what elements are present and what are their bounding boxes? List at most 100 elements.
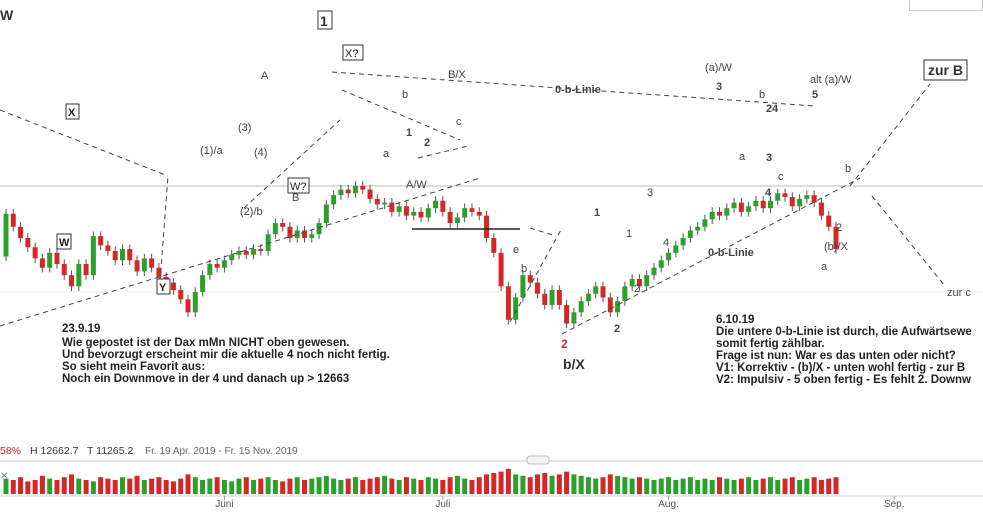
candle-body (149, 258, 155, 268)
volume-bar (272, 480, 278, 494)
volume-bar (10, 480, 16, 494)
candle-body (105, 245, 111, 251)
candle-body (119, 249, 125, 261)
candle-body (462, 208, 468, 218)
zero-b-line-mid (561, 177, 861, 335)
candle-body (134, 260, 140, 272)
candle-body (287, 226, 293, 238)
candle-body (520, 275, 526, 298)
candle-body (753, 200, 759, 207)
projection-zur-b (849, 83, 931, 187)
high-value: H 12662.7 (30, 445, 79, 457)
x-tick-label: Juni (215, 499, 233, 510)
box-zur-b (923, 59, 968, 81)
volume-bar (578, 475, 584, 494)
label-b-small: b (402, 89, 408, 101)
label-a-r: a (739, 151, 746, 163)
label-2-r: 2 (766, 103, 772, 115)
volume-bar (534, 474, 540, 494)
volume-bar (680, 478, 686, 494)
candle-body (673, 245, 679, 253)
volume-bar (724, 478, 730, 494)
label-2-bottom: 2 (614, 323, 620, 335)
volume-bar (236, 478, 242, 494)
note-right-line-4: Frage ist nun: War es das unten oder nic… (716, 350, 956, 362)
candle-body (622, 286, 628, 302)
volume-bar (141, 480, 147, 494)
projection-zur-c (871, 195, 946, 287)
candle-body (32, 247, 38, 259)
label-4-small: 4 (765, 187, 772, 199)
label-x: X (68, 107, 76, 119)
candle-body (309, 234, 315, 238)
candle-body (651, 267, 657, 276)
volume-bar (178, 478, 184, 494)
volume-bar (309, 478, 315, 494)
label-2-low: 2 (634, 283, 640, 295)
candle-body (352, 185, 358, 194)
candle-body (200, 275, 206, 292)
label-c-r: c (778, 171, 784, 183)
volume-bar (622, 477, 628, 494)
candle-body (272, 223, 278, 235)
candle-body (338, 189, 344, 196)
volume-bar (462, 478, 468, 494)
volume-bar (149, 478, 155, 494)
candle-body (440, 200, 446, 212)
candle-body (389, 202, 395, 212)
note-right-line-2: Die untere 0-b-Linie ist durch, die Aufw… (716, 326, 972, 338)
volume-bar (352, 477, 358, 494)
candle-body (629, 278, 635, 287)
label-4-mid: 4 (663, 237, 669, 249)
volume-bar (403, 477, 409, 494)
candle-body (709, 211, 715, 220)
volume-bar (753, 480, 759, 494)
volume-bar (200, 480, 206, 494)
candle-body (804, 195, 810, 199)
candle-body (447, 211, 453, 224)
note-right-line-3: somit fertig zählbar. (716, 338, 825, 350)
label-3-r: 3 (766, 152, 772, 164)
label-5: 5 (812, 89, 818, 101)
volume-bar (39, 475, 45, 494)
label-4-r: 4 (772, 103, 779, 115)
candle-body (418, 211, 424, 218)
volume-bar (345, 478, 351, 494)
toolbar-tab[interactable] (909, 0, 983, 11)
label-1-mid: 1 (594, 207, 600, 219)
candle-body (39, 258, 45, 268)
volume-bar (294, 477, 300, 494)
volume-bar (658, 478, 664, 494)
volume-bar (833, 477, 839, 494)
close-panel-icon[interactable]: ✕ (0, 471, 8, 482)
volume-bar (527, 477, 533, 494)
candle-body (666, 252, 672, 261)
candle-body (702, 219, 708, 227)
candle-body (170, 282, 176, 291)
candle-body (498, 252, 504, 287)
channel-line (341, 89, 461, 141)
box-y (156, 278, 171, 295)
volume-bar (316, 477, 322, 494)
volume-bar (695, 480, 701, 494)
panel-resize-handle[interactable] (526, 455, 550, 465)
candle-body (527, 275, 533, 283)
volume-bar (192, 477, 198, 494)
label-2-small: 2 (424, 137, 430, 149)
volume-bar (738, 478, 744, 494)
volume-bar (498, 471, 504, 494)
candle-body (484, 215, 490, 238)
volume-bar (258, 478, 264, 494)
candle-body (178, 290, 184, 300)
label-b-right: b (845, 163, 851, 175)
candle-body (251, 249, 257, 255)
trendline-y (159, 175, 169, 283)
label-3paren: (3) (238, 122, 251, 134)
candle-body (112, 250, 118, 261)
label-b-big: B (292, 192, 299, 204)
volume-bar (396, 480, 402, 494)
label-w-top: W (0, 7, 14, 23)
trendline-w (0, 109, 169, 177)
